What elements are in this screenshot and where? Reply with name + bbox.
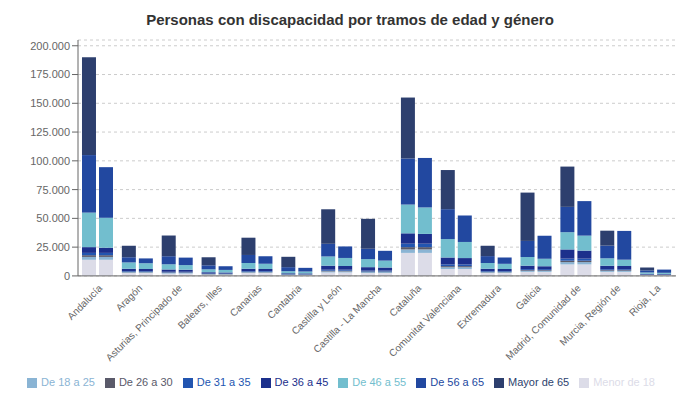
svg-text:Cataluña: Cataluña: [387, 282, 423, 318]
html-text:Personas con discapacidad por: Personas con discapacidad por tramos de …: [146, 11, 554, 28]
svg-text:Aragón: Aragón: [114, 283, 145, 314]
svg-text:25.000: 25.000: [36, 241, 70, 253]
html-text:De 31 a 35: De 31 a 35: [196, 375, 251, 388]
html-text:De 46 a 55: De 46 a 55: [352, 375, 407, 388]
svg-text:Castilla y León: Castilla y León: [289, 282, 344, 337]
svg-text:75.000: 75.000: [36, 184, 70, 196]
svg-text:150.000: 150.000: [30, 97, 70, 109]
svg-text:Castilla - La Mancha: Castilla - La Mancha: [311, 282, 384, 355]
html-text:De 36 a 45: De 36 a 45: [274, 375, 329, 388]
svg-text:Balears, Illes: Balears, Illes: [176, 283, 224, 331]
svg-text:Canarias: Canarias: [228, 283, 264, 319]
html-text:De 56 a 65: De 56 a 65: [430, 375, 484, 388]
svg-text:Madrid, Comunidad de: Madrid, Comunidad de: [503, 282, 583, 362]
html-text:Menor de 18: Menor de 18: [593, 375, 655, 388]
svg-text:50.000: 50.000: [36, 212, 70, 224]
svg-text:Cantabria: Cantabria: [265, 282, 304, 321]
svg-text:Andalucía: Andalucía: [65, 282, 105, 322]
svg-text:0: 0: [64, 270, 70, 282]
html-text:Mayor de 65: Mayor de 65: [508, 375, 570, 388]
svg-text:Murcia, Región de: Murcia, Región de: [557, 282, 622, 347]
svg-text:Comunitat Valenciana: Comunitat Valenciana: [387, 282, 464, 359]
svg-text:Asturias, Principado de: Asturias, Principado de: [104, 282, 185, 363]
svg-text:Galicia: Galicia: [514, 282, 544, 312]
html-text:De 26 a 30: De 26 a 30: [118, 375, 173, 388]
svg-text:Extremadura: Extremadura: [455, 282, 504, 331]
svg-text:100.000: 100.000: [30, 155, 70, 167]
html-text:De 18 a 25: De 18 a 25: [41, 375, 95, 388]
svg-text:175.000: 175.000: [30, 68, 70, 80]
svg-text:200.000: 200.000: [30, 40, 70, 52]
svg-text:125.000: 125.000: [30, 126, 70, 138]
svg-text:Rioja, La: Rioja, La: [627, 282, 663, 318]
